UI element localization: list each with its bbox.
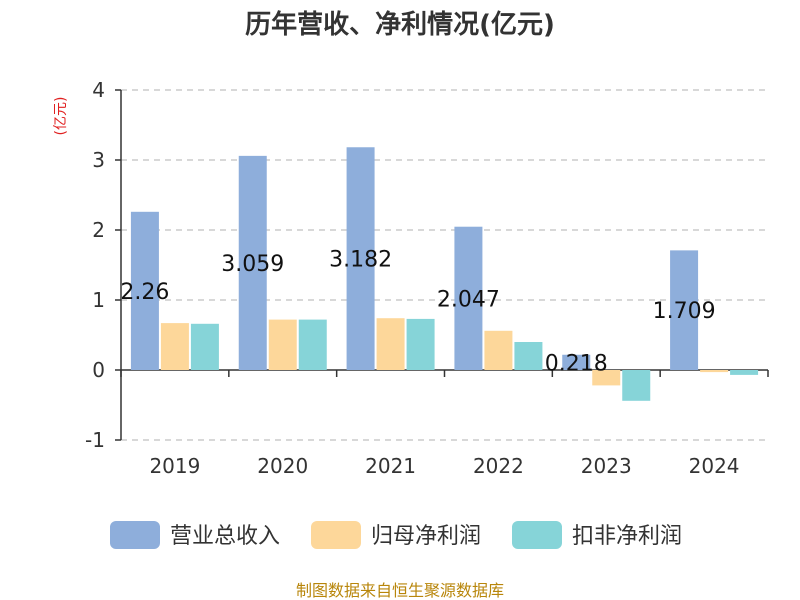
x-tick-label: 2020 bbox=[257, 454, 308, 478]
grid-lines bbox=[121, 89, 768, 441]
y-tick-label: -1 bbox=[85, 428, 105, 452]
data-label: 3.182 bbox=[329, 248, 392, 273]
data-label: 1.709 bbox=[653, 299, 716, 324]
data-label: 0.218 bbox=[545, 351, 608, 376]
bar-series-2-2022 bbox=[484, 330, 513, 370]
bar-series-2-2024 bbox=[700, 370, 729, 373]
data-label: 3.059 bbox=[221, 252, 284, 277]
bar-series-2-2020 bbox=[268, 319, 297, 370]
bar-series-3-2019 bbox=[190, 323, 219, 370]
x-tick-label: 2021 bbox=[365, 454, 416, 478]
y-axis-unit-label: (亿元) bbox=[53, 97, 69, 136]
legend-item[interactable]: 扣非净利润 bbox=[512, 521, 682, 549]
chart-title: 历年营收、净利情况(亿元) bbox=[245, 9, 555, 40]
bar-series-2-2019 bbox=[160, 323, 189, 370]
bar-series-1-2021 bbox=[346, 147, 375, 370]
tick-labels: 4 3 2 1 0 -1 2019 2020 2021 2022 2023 2024 bbox=[85, 78, 739, 478]
legend-label: 营业总收入 bbox=[170, 524, 280, 549]
bar-series-2-2021 bbox=[376, 318, 405, 370]
legend-label: 扣非净利润 bbox=[572, 524, 682, 549]
x-tick-label: 2024 bbox=[689, 454, 740, 478]
data-label: 2.26 bbox=[120, 280, 169, 305]
bar-series-3-2020 bbox=[298, 319, 327, 370]
data-labels: 2.26 3.059 3.182 2.047 0.218 1.709 bbox=[120, 248, 715, 377]
bar-series-1-2019 bbox=[130, 211, 159, 370]
x-tick-label: 2023 bbox=[581, 454, 632, 478]
bar-series-1-2023 bbox=[562, 354, 591, 370]
x-tick-label: 2019 bbox=[149, 454, 200, 478]
bar-series-1-2022 bbox=[454, 226, 483, 370]
bars bbox=[130, 147, 759, 401]
source-note: 制图数据来自恒生聚源数据库 bbox=[296, 581, 504, 600]
legend: 营业总收入 归母净利润 扣非净利润 bbox=[110, 521, 682, 549]
legend-swatch bbox=[110, 521, 160, 549]
y-tick-label: 0 bbox=[92, 358, 105, 382]
axes bbox=[115, 89, 769, 441]
x-tick-label: 2022 bbox=[473, 454, 524, 478]
legend-item[interactable]: 归母净利润 bbox=[311, 521, 481, 549]
y-tick-label: 3 bbox=[92, 148, 105, 172]
legend-item[interactable]: 营业总收入 bbox=[110, 521, 280, 549]
legend-label: 归母净利润 bbox=[371, 524, 481, 549]
data-label: 2.047 bbox=[437, 287, 500, 312]
bar-series-1-2020 bbox=[238, 155, 267, 370]
bar-series-1-2024 bbox=[670, 250, 699, 370]
y-tick-label: 1 bbox=[92, 288, 105, 312]
bar-series-2-2023 bbox=[592, 370, 621, 386]
y-tick-label: 4 bbox=[92, 78, 105, 102]
y-tick-label: 2 bbox=[92, 218, 105, 242]
bar-series-3-2022 bbox=[514, 342, 543, 370]
legend-swatch bbox=[311, 521, 361, 549]
bar-series-3-2023 bbox=[622, 370, 651, 401]
legend-swatch bbox=[512, 521, 562, 549]
bar-series-3-2021 bbox=[406, 318, 435, 370]
bar-series-3-2024 bbox=[730, 370, 759, 375]
